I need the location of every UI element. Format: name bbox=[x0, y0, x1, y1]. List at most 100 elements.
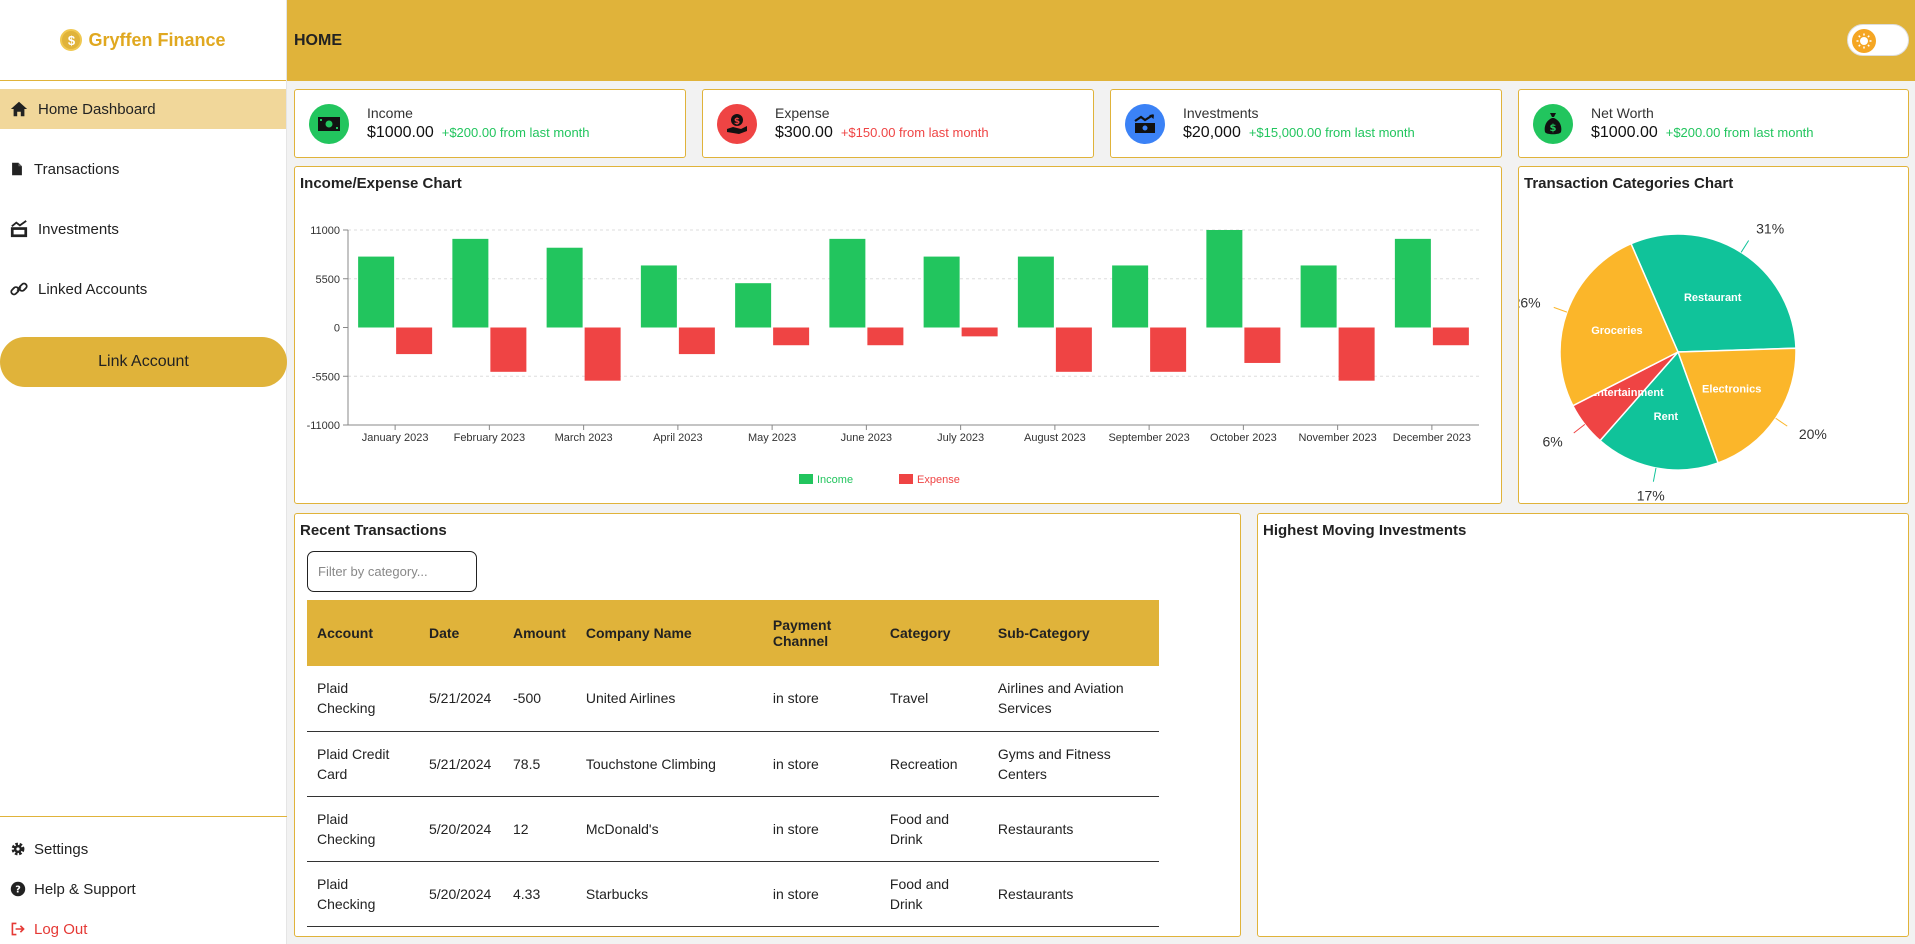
y-tick-label: -11000 bbox=[307, 420, 340, 432]
theme-toggle[interactable] bbox=[1847, 24, 1909, 56]
cell: Gyms and Fitness Centers bbox=[997, 745, 1111, 782]
header: HOME bbox=[287, 0, 1915, 81]
hand-money-icon: $ bbox=[717, 103, 757, 144]
file-icon bbox=[12, 162, 22, 176]
col-category[interactable]: Category bbox=[889, 625, 951, 641]
svg-text:?: ? bbox=[15, 885, 21, 896]
cell: 5/20/2024 bbox=[429, 885, 492, 902]
pie-slice-label: Restaurant bbox=[1684, 292, 1742, 304]
expense-bar bbox=[1432, 327, 1469, 346]
sidebar-item-settings[interactable]: Settings bbox=[0, 829, 287, 869]
card-label: Net Worth bbox=[1591, 105, 1654, 121]
x-tick-label: August 2023 bbox=[1024, 432, 1086, 444]
sidebar-item-label: Log Out bbox=[34, 920, 88, 938]
x-tick-label: November 2023 bbox=[1298, 432, 1376, 444]
expense-bar bbox=[396, 327, 433, 355]
x-tick-label: January 2023 bbox=[362, 432, 429, 444]
category-filter-input[interactable] bbox=[307, 551, 477, 592]
pie-percent-label: 20% bbox=[1799, 426, 1827, 442]
cell: McDonald's bbox=[585, 820, 659, 837]
pie-slice-rent bbox=[1598, 350, 1720, 471]
x-tick-label: April 2023 bbox=[653, 432, 703, 444]
table-row[interactable]: Plaid Checking 5/20/2024 12 McDonald's i… bbox=[307, 796, 1159, 861]
coin-icon: $ bbox=[60, 29, 83, 51]
moneybag-icon: $ bbox=[1533, 103, 1573, 144]
cell: in store bbox=[772, 885, 819, 902]
x-tick-label: December 2023 bbox=[1393, 432, 1471, 444]
col-account[interactable]: Account bbox=[317, 625, 373, 641]
table-row[interactable]: Plaid Checking 5/21/2024 -500 United Air… bbox=[307, 666, 1159, 731]
card-change: +$150.00 from last month bbox=[840, 125, 989, 140]
x-tick-label: March 2023 bbox=[555, 432, 613, 444]
cell: 78.5 bbox=[513, 755, 541, 772]
card-change: +$200.00 from last month bbox=[441, 125, 590, 140]
cell: Airlines and Aviation Services bbox=[997, 680, 1124, 717]
brand-name: Gryffen Finance bbox=[88, 29, 226, 50]
sidebar-item-logout[interactable]: Log Out bbox=[0, 909, 287, 944]
table-row[interactable]: Plaid Checking 5/20/2024 4.33 Starbucks … bbox=[307, 861, 1159, 926]
expense-bar bbox=[961, 327, 998, 337]
income-bar bbox=[1112, 265, 1149, 328]
recent-transactions-panel: Recent Transactions Account Date Amount … bbox=[294, 513, 1241, 937]
col-date[interactable]: Date bbox=[429, 625, 460, 641]
sidebar-item-label: Home Dashboard bbox=[38, 100, 156, 118]
y-tick-label: -5500 bbox=[312, 371, 340, 383]
sidebar-item-linked-accounts[interactable]: Linked Accounts bbox=[0, 269, 286, 309]
link-icon bbox=[10, 282, 28, 296]
cell: 5/20/2024 bbox=[429, 820, 492, 837]
sidebar-nav: Home Dashboard Transactions Investments … bbox=[0, 89, 286, 309]
expense-bar bbox=[678, 327, 715, 355]
sidebar-item-transactions[interactable]: Transactions bbox=[0, 149, 286, 189]
gear-icon bbox=[11, 842, 25, 856]
expense-bar bbox=[1055, 327, 1092, 372]
pie-percent-label: 26% bbox=[1519, 295, 1541, 311]
legend-label: Expense bbox=[917, 474, 960, 486]
pie-percent-label: 6% bbox=[1542, 434, 1562, 450]
income-expense-chart-panel: Income/Expense Chart 11000 5500 0 -5500 -110… bbox=[294, 166, 1502, 504]
x-tick-label: February 2023 bbox=[454, 432, 526, 444]
col-sub-category[interactable]: Sub-Category bbox=[997, 625, 1090, 641]
pie-slice-label: Entertainment bbox=[1590, 387, 1664, 399]
chart-title: Income/Expense Chart bbox=[300, 175, 462, 192]
card-label: Expense bbox=[775, 105, 830, 121]
income-bar bbox=[546, 247, 583, 328]
expense-bar bbox=[490, 327, 527, 372]
income-bar bbox=[1300, 265, 1337, 328]
expense-bar bbox=[584, 327, 621, 381]
income-card: Income $1000.00 +$200.00 from last month bbox=[294, 89, 686, 158]
cell: Plaid Checking bbox=[317, 875, 376, 912]
pie-slice-label: Rent bbox=[1654, 411, 1679, 423]
pie-leader-line bbox=[1652, 467, 1657, 482]
pie-slice-electronics bbox=[1676, 347, 1797, 464]
link-account-button[interactable]: Link Account bbox=[0, 337, 287, 387]
pie-percent-label: 17% bbox=[1637, 487, 1665, 503]
sidebar-bottom: Settings ? Help & Support Log Out bbox=[0, 816, 287, 944]
logout-icon bbox=[11, 922, 25, 936]
income-bar bbox=[735, 283, 772, 328]
card-value: $20,000 bbox=[1183, 124, 1241, 141]
col-amount[interactable]: Amount bbox=[513, 625, 566, 641]
x-tick-label: July 2023 bbox=[937, 432, 984, 444]
income-bar bbox=[1394, 238, 1431, 328]
pie-percent-label: 31% bbox=[1756, 221, 1784, 237]
pie-leader-line bbox=[1775, 417, 1788, 427]
table-row[interactable]: Plaid Credit Card 5/21/2024 78.5 Touchst… bbox=[307, 731, 1159, 796]
expense-bar bbox=[773, 327, 810, 346]
sidebar-item-label: Investments bbox=[38, 220, 119, 238]
expense-bar bbox=[1244, 327, 1281, 363]
col-company[interactable]: Company Name bbox=[585, 625, 692, 641]
sidebar-item-help[interactable]: ? Help & Support bbox=[0, 869, 287, 909]
brand[interactable]: $ Gryffen Finance bbox=[0, 0, 286, 81]
cell: 5/21/2024 bbox=[429, 690, 492, 707]
cell: Restaurants bbox=[997, 820, 1074, 837]
expense-bar bbox=[1338, 327, 1375, 381]
page-title: HOME bbox=[294, 31, 342, 49]
sidebar-item-home-dashboard[interactable]: Home Dashboard bbox=[0, 89, 286, 129]
cell: Food and Drink bbox=[889, 810, 950, 847]
income-bar bbox=[452, 238, 489, 328]
sidebar-item-investments[interactable]: Investments bbox=[0, 209, 286, 249]
col-payment-channel[interactable]: Payment Channel bbox=[772, 617, 832, 649]
investments-panel-title: Highest Moving Investments bbox=[1263, 522, 1467, 539]
transactions-table: Account Date Amount Company Name Payment… bbox=[307, 600, 1159, 927]
pie-leader-line bbox=[1740, 240, 1750, 253]
